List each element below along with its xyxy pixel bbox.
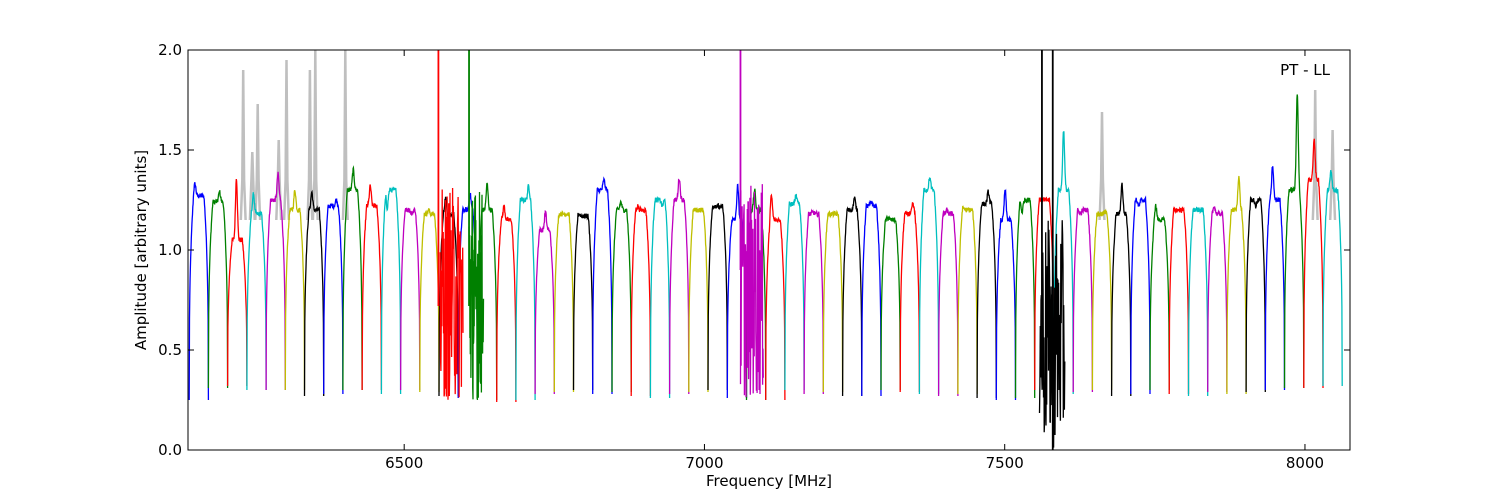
y-tick-label-3: 1.5: [158, 141, 182, 159]
channel-series-42: [995, 188, 1017, 401]
channel-series-41: [976, 189, 997, 399]
channel-series-11: [399, 206, 421, 391]
channel-series-32: [803, 208, 824, 395]
channel-series-56: [1264, 166, 1286, 391]
channel-series-3: [246, 192, 267, 391]
channel-series-15: [476, 182, 498, 401]
channel-series-27: [707, 202, 728, 391]
channel-series-54: [1226, 175, 1247, 395]
x-tick-label-1: 7000: [685, 454, 723, 472]
background-spike-4: [282, 59, 291, 221]
x-axis-label: Frequency [MHz]: [706, 472, 832, 490]
channel-series-7: [323, 198, 344, 395]
plot-annotation: PT - LL: [1280, 61, 1331, 79]
x-tick-label-0: 6500: [385, 454, 423, 472]
channel-series-30: [765, 193, 786, 401]
channel-series-47: [1091, 208, 1113, 391]
channel-series-46: [1072, 205, 1094, 393]
channel-series-36: [880, 214, 901, 391]
background-spike-8: [1098, 111, 1106, 221]
channel-series-35: [861, 199, 882, 397]
channel-series-26: [688, 206, 709, 393]
channel-series-31: [784, 193, 805, 391]
channel-series-18: [534, 210, 555, 395]
channel-series-48: [1110, 182, 1132, 397]
noise-region-0: [439, 187, 464, 400]
channel-series-8: [342, 165, 363, 391]
channel-series-50: [1149, 203, 1170, 391]
channel-series-19: [553, 210, 575, 393]
channel-series-22: [611, 199, 632, 393]
channel-series-43: [1014, 197, 1036, 399]
channel-series-21: [592, 176, 613, 395]
channel-series-1: [207, 190, 229, 389]
background-spike-9: [1311, 89, 1319, 221]
y-axis-label: Amplitude [arbitrary units]: [132, 150, 150, 350]
x-tick-label-2: 7500: [986, 454, 1024, 472]
rfi-group: [437, 50, 1066, 450]
channel-series-49: [1130, 195, 1151, 395]
x-tick-label-3: 8000: [1286, 454, 1324, 472]
channel-series-16: [496, 204, 517, 403]
channel-series-59: [1322, 169, 1343, 387]
channel-series-33: [822, 209, 844, 393]
channel-series-12: [419, 208, 440, 393]
channel-series-40: [957, 205, 978, 395]
noise-region-1: [468, 191, 485, 400]
channel-series-10: [380, 186, 402, 395]
channel-series-25: [668, 178, 690, 395]
y-tick-label-0: 0.0: [158, 441, 182, 459]
y-tick-label-1: 0.5: [158, 341, 182, 359]
channel-series-17: [515, 184, 536, 401]
channel-series-2: [226, 178, 248, 387]
channel-series-5: [284, 190, 306, 391]
background-spike-10: [1328, 129, 1337, 221]
channel-series-0: [188, 182, 210, 401]
channel-series-23: [630, 204, 652, 397]
background-spike-0: [239, 69, 247, 221]
channel-series-57: [1283, 94, 1305, 389]
channel-series-37: [899, 202, 921, 393]
background-spike-6: [311, 50, 319, 221]
channel-series-6: [303, 189, 325, 397]
channel-series-51: [1168, 206, 1190, 395]
background-spike-2: [254, 103, 262, 221]
channel-series-55: [1245, 195, 1266, 393]
channel-series-45: [1053, 131, 1074, 395]
y-tick-label-2: 1.0: [158, 241, 182, 259]
channel-series-39: [937, 207, 959, 397]
channel-series-24: [649, 195, 671, 399]
channel-series-34: [841, 196, 863, 397]
channel-series-9: [361, 184, 383, 391]
channel-series-52: [1187, 206, 1209, 397]
noise-region-2: [739, 184, 764, 398]
y-tick-label-4: 2.0: [158, 41, 182, 59]
axis-ticks-group: 6500 7000 7500 8000 0.0 0.5 1.0 1.5 2.0: [158, 41, 1350, 472]
channel-series-58: [1303, 138, 1324, 389]
channel-series-44: [1034, 196, 1055, 391]
channel-series-53: [1207, 206, 1228, 393]
channel-series-group: [188, 94, 1343, 403]
channel-series-38: [918, 177, 940, 395]
channel-series-4: [265, 171, 286, 391]
channel-series-20: [572, 212, 594, 391]
